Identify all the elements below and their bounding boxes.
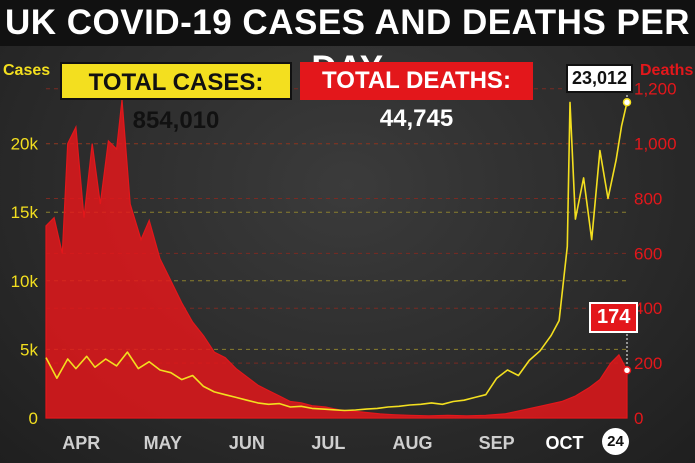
- latest-deaths-callout: 174: [589, 302, 639, 333]
- cases-tick-label: 0: [29, 409, 38, 428]
- total-cases-badge: TOTAL CASES: 854,010: [60, 62, 292, 134]
- latest-day-marker: 24: [602, 428, 629, 455]
- month-label: JUN: [229, 433, 265, 453]
- total-deaths-badge: TOTAL DEATHS: 44,745: [300, 62, 533, 132]
- month-label: MAY: [144, 433, 182, 453]
- deaths-area: [45, 99, 628, 419]
- cases-axis-title: Cases: [3, 62, 51, 79]
- deaths-tick-label: 0: [634, 409, 643, 428]
- month-label: AUG: [393, 433, 433, 453]
- chart-title: UK COVID-19 CASES AND DEATHS PER DAY: [0, 0, 695, 88]
- deaths-axis-title: Deaths: [640, 62, 694, 79]
- cases-latest-point: [622, 98, 632, 107]
- latest-cases-callout: 23,012: [566, 64, 634, 93]
- deaths-tick-label: 600: [634, 244, 662, 263]
- cases-line: [45, 101, 628, 412]
- cases-tick-label: 5k: [20, 340, 38, 359]
- cases-tick-label: 20k: [11, 135, 39, 154]
- deaths-tick-label: 200: [634, 354, 662, 373]
- deaths-tick-label: 1,200: [634, 80, 677, 99]
- month-label: OCT: [546, 433, 584, 453]
- deaths-tick-label: 400: [634, 299, 662, 318]
- month-label: SEP: [479, 433, 515, 453]
- cases-tick-label: 10k: [11, 272, 39, 291]
- month-label: JUL: [311, 433, 345, 453]
- deaths-latest-point: [622, 366, 632, 375]
- deaths-tick-label: 800: [634, 189, 662, 208]
- month-label: APR: [62, 433, 100, 453]
- deaths-tick-label: 1,000: [634, 135, 677, 154]
- cases-tick-label: 15k: [11, 203, 39, 222]
